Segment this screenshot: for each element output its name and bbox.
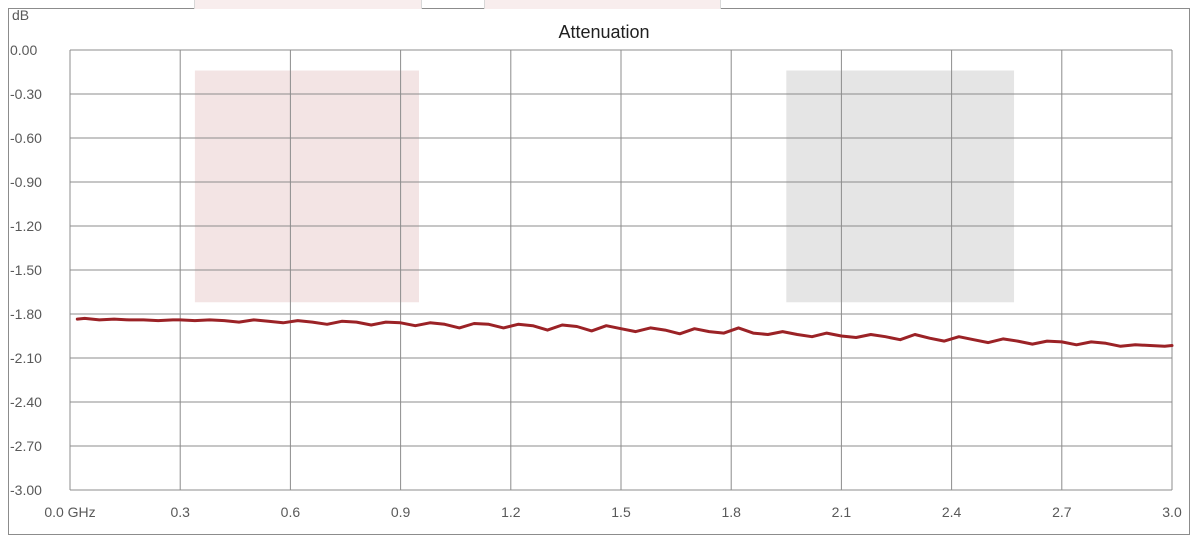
top-band-right-edge-right bbox=[720, 0, 721, 9]
top-band-left-edge-right bbox=[421, 0, 422, 9]
x-tick-label: 1.8 bbox=[721, 504, 741, 520]
y-tick-label: -0.30 bbox=[10, 86, 42, 102]
x-tick-label: 2.1 bbox=[832, 504, 852, 520]
x-tick-label: 2.4 bbox=[942, 504, 962, 520]
ticks-layer: 0.0 GHz 0.3 0.6 0.9 1.2 1.5 1.8 2.1 2.4 2.7 3.0 0.0… bbox=[10, 42, 1182, 520]
highlight-band-2 bbox=[786, 70, 1015, 303]
y-tick-label: -3.00 bbox=[10, 482, 42, 498]
y-tick-label: -1.80 bbox=[10, 306, 42, 322]
y-tick-label: -1.20 bbox=[10, 218, 42, 234]
x-tick-label: 0.3 bbox=[170, 504, 190, 520]
x-tick-label: 1.5 bbox=[611, 504, 631, 520]
y-tick-label: -2.70 bbox=[10, 438, 42, 454]
x-tick-label: 1.2 bbox=[501, 504, 521, 520]
x-tick-label: 0.9 bbox=[391, 504, 411, 520]
top-band-left-edge bbox=[194, 0, 195, 9]
top-band-right-edge bbox=[484, 0, 485, 9]
bands-layer bbox=[194, 70, 1015, 303]
highlight-band-1 bbox=[194, 70, 419, 303]
chart-title: Attenuation bbox=[558, 22, 649, 42]
y-tick-label: -0.90 bbox=[10, 174, 42, 190]
y-tick-label: 0.00 bbox=[10, 42, 37, 58]
x-tick-label: 3.0 bbox=[1162, 504, 1182, 520]
y-tick-label: -2.10 bbox=[10, 350, 42, 366]
top-band-left-stub bbox=[194, 0, 422, 9]
series-layer bbox=[75, 316, 1174, 348]
top-band-right-stub bbox=[484, 0, 720, 9]
x-tick-label: 0.6 bbox=[281, 504, 301, 520]
grid-layer bbox=[69, 49, 1173, 491]
x-tick-label: 0.0 GHz bbox=[44, 504, 95, 520]
y-tick-label: -1.50 bbox=[10, 262, 42, 278]
y-axis-unit-label: dB bbox=[12, 7, 29, 23]
y-tick-label: -2.40 bbox=[10, 394, 42, 410]
x-tick-label: 2.7 bbox=[1052, 504, 1072, 520]
attenuation-series-line bbox=[75, 316, 1174, 348]
y-tick-label: -0.60 bbox=[10, 130, 42, 146]
